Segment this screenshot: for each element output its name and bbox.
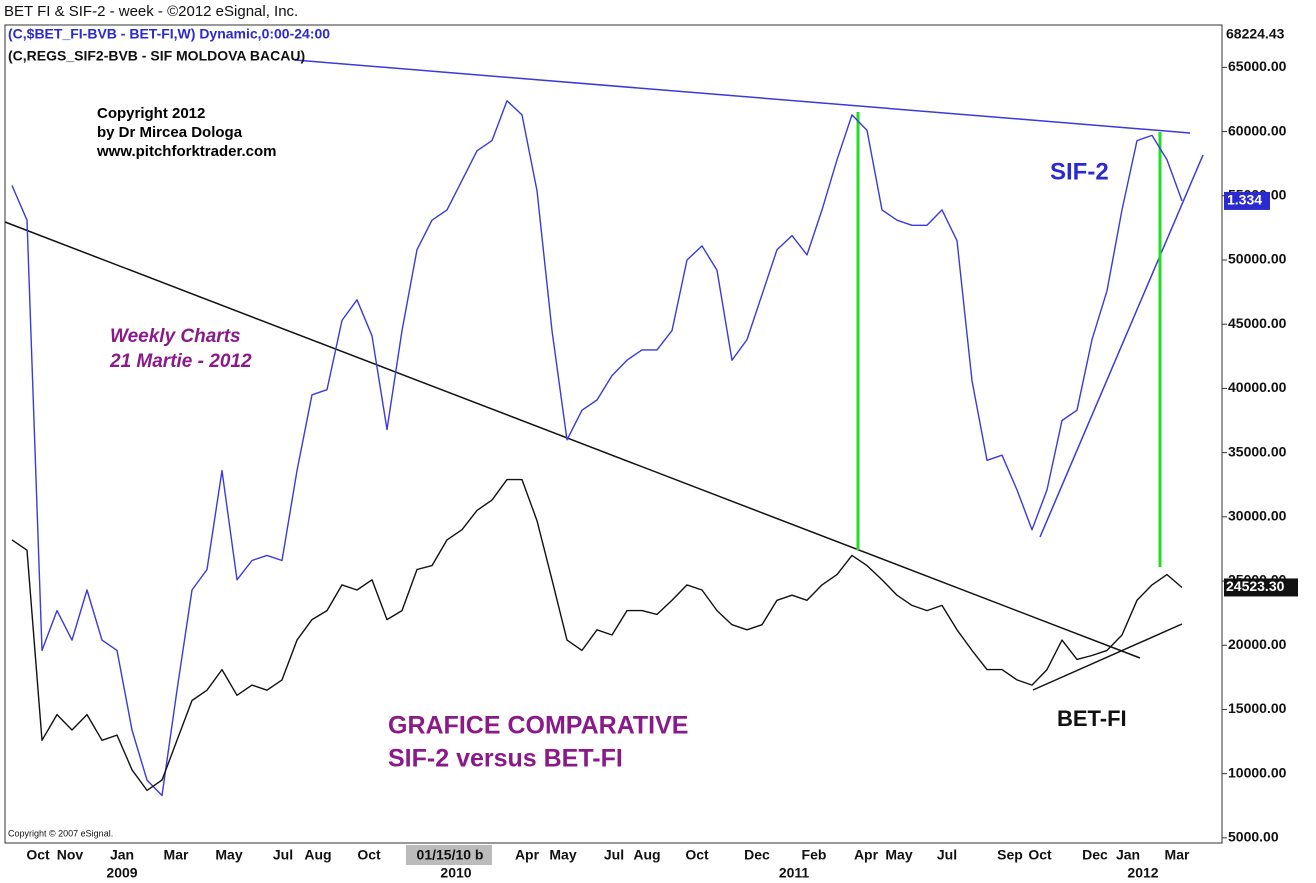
annotation: by Dr Mircea Dologa — [97, 124, 243, 141]
trend-lines — [4, 59, 1204, 691]
price-box — [1224, 26, 1316, 44]
y-tick-label: 35000.00 — [1228, 443, 1287, 459]
x-tick-label: Apr — [515, 847, 540, 863]
trend-line — [294, 59, 1191, 134]
annotation: Copyright © 2007 eSignal. — [8, 828, 113, 838]
x-tick-label: May — [549, 847, 576, 863]
series-line — [11, 100, 1183, 797]
x-tick-label: Nov — [57, 847, 84, 863]
price-label: 24523.30 — [1226, 578, 1285, 594]
header-line: (C,REGS_SIF2-BVB - SIF MOLDOVA BACAU) — [8, 48, 305, 64]
legend-label: SIF-2 — [1050, 158, 1109, 185]
trend-line — [1039, 154, 1204, 538]
price-label: 1.334 — [1227, 192, 1262, 208]
plot-frame — [4, 24, 1223, 844]
copyright: Copyright 2012 by Dr Mircea Dologa www.p… — [96, 105, 276, 160]
x-tick-label: Jan — [1116, 847, 1140, 863]
y-tick-label: 5000.00 — [1228, 829, 1279, 845]
x-tick-label: Aug — [633, 847, 660, 863]
annotation: Weekly Charts — [110, 326, 241, 347]
x-tick-label: Jan — [110, 847, 134, 863]
y-tick-label: 65000.00 — [1228, 58, 1287, 74]
x-tick-label: Aug — [304, 847, 331, 863]
x-tick-label: Oct — [357, 847, 381, 863]
y-tick-label: 10000.00 — [1228, 764, 1287, 780]
x-tick-label: Mar — [164, 847, 189, 863]
y-tick-label: 20000.00 — [1228, 636, 1287, 652]
x-tick-label: May — [215, 847, 242, 863]
x-tick-label: Feb — [802, 847, 827, 863]
y-tick-label: 60000.00 — [1228, 122, 1287, 138]
annotation: Copyright 2012 — [97, 105, 205, 122]
header-line: (C,$BET_FI-BVB - BET-FI,W) Dynamic,0:00-… — [8, 26, 330, 42]
x-tick-label: Sep — [997, 847, 1023, 863]
trend-line — [1032, 623, 1183, 691]
x-tick-label: Oct — [1028, 847, 1052, 863]
x-tick-label: Dec — [1082, 847, 1108, 863]
highlight-box — [406, 845, 492, 865]
y-tick-label: 40000.00 — [1228, 379, 1287, 395]
x-year-label: 2010 — [440, 865, 471, 881]
annotation: www.pitchforktrader.com — [96, 143, 276, 160]
y-tick-label: 15000.00 — [1228, 700, 1287, 716]
x-tick-label: Jul — [604, 847, 624, 863]
legend-label: BET-FI — [1057, 706, 1127, 731]
x-tick-label: Mar — [1165, 847, 1190, 863]
annotation: 21 Martie - 2012 — [109, 351, 252, 372]
header-title: BET FI & SIF-2 - week - ©2012 eSignal, I… — [4, 3, 298, 20]
x-year-label: 2009 — [106, 865, 137, 881]
x-tick-label: Oct — [26, 847, 50, 863]
y-tick-label: 45000.00 — [1228, 315, 1287, 331]
x-tick-label: Apr — [854, 847, 879, 863]
x-tick-label: Jul — [937, 847, 957, 863]
y-tick-label: 30000.00 — [1228, 508, 1287, 524]
x-tick-label: Oct — [685, 847, 709, 863]
x-tick-label: 01/15/10 b — [417, 847, 484, 863]
series-line — [11, 478, 1183, 792]
price-box — [1224, 191, 1270, 210]
price-label: 68224.43 — [1226, 26, 1285, 42]
price-box — [1224, 578, 1298, 597]
x-year-label: 2012 — [1127, 865, 1158, 881]
x-tick-label: Dec — [744, 847, 770, 863]
trend-line — [4, 221, 1141, 659]
y-tick-label: 50000.00 — [1228, 251, 1287, 267]
annotation: SIF-2 versus BET-FI — [388, 745, 623, 773]
x-year-label: 2011 — [779, 865, 810, 881]
x-tick-label: May — [885, 847, 912, 863]
x-tick-label: Jul — [273, 847, 293, 863]
annotation: GRAFICE COMPARATIVE — [388, 712, 688, 740]
